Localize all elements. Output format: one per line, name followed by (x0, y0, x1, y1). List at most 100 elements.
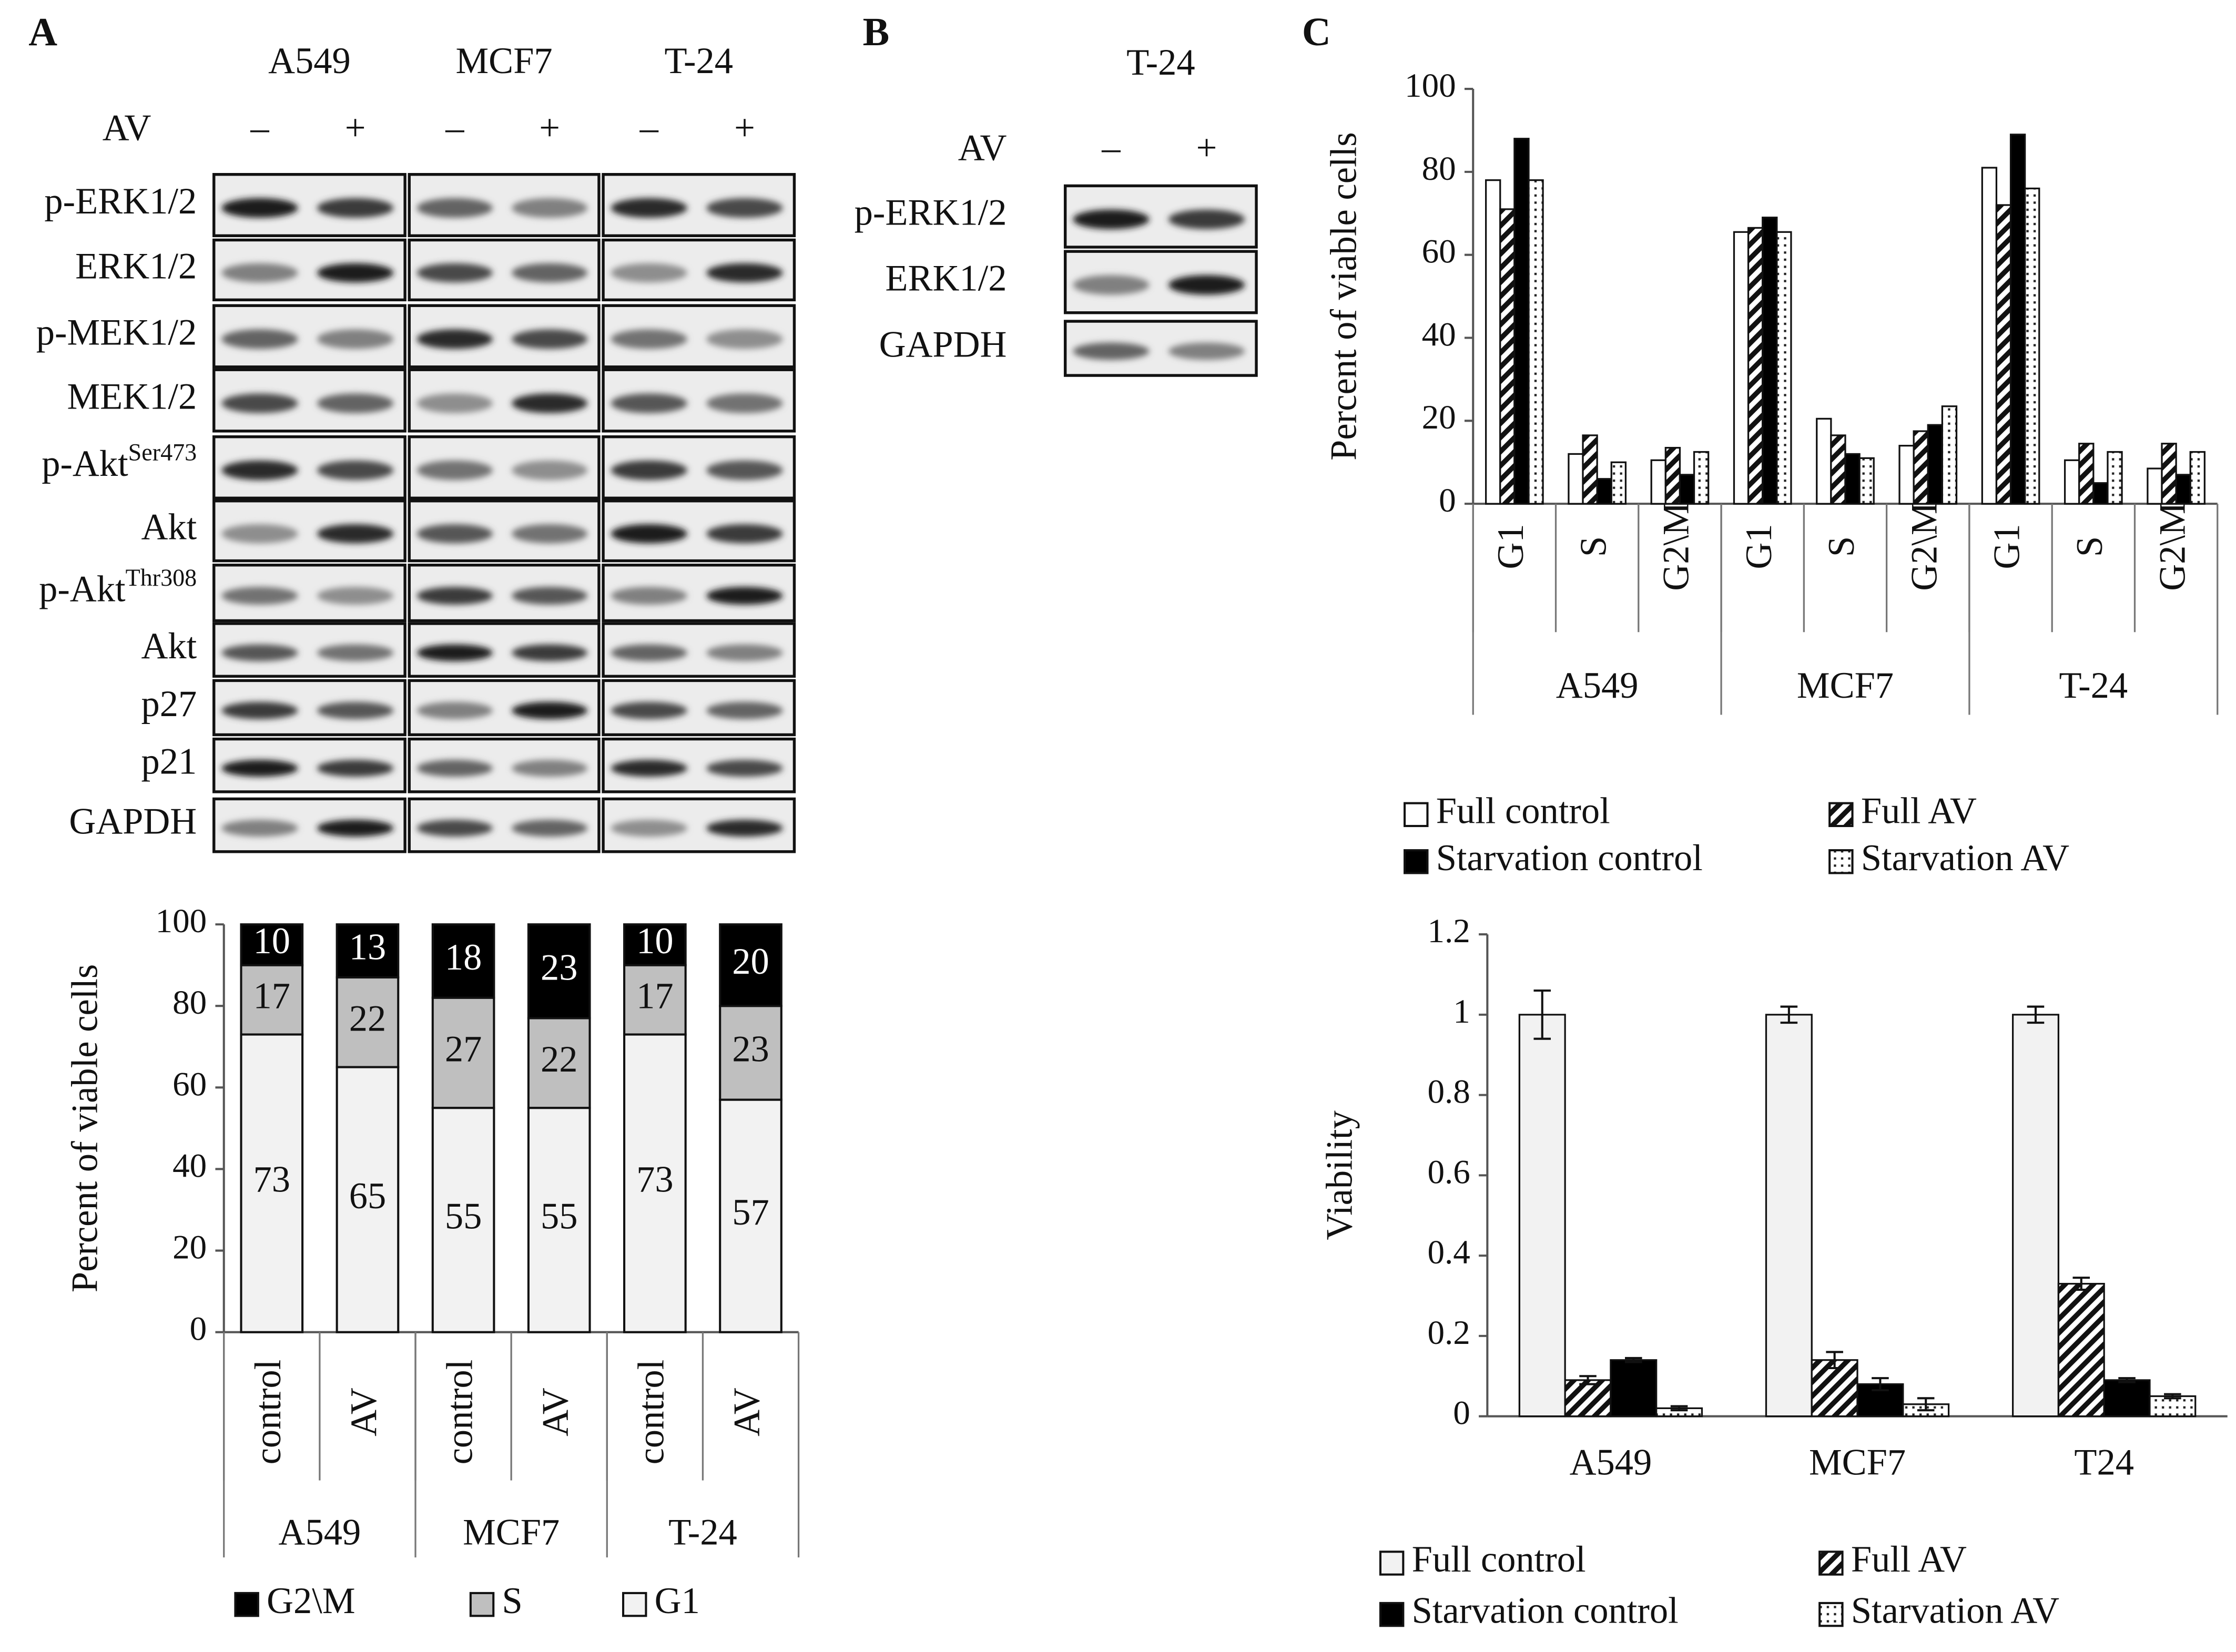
blot-band (706, 329, 783, 349)
blot-band (512, 524, 588, 544)
bar (1762, 217, 1778, 505)
protein-label: Akt (141, 507, 197, 548)
blot-band (611, 329, 687, 349)
group-label: MCF7 (463, 1512, 560, 1553)
x-tick-label: A549 (1570, 1442, 1652, 1483)
error-bar (2118, 1377, 2136, 1383)
legend-label: Full control (1412, 1539, 1586, 1580)
x-tick-label: S (1821, 536, 1862, 557)
x-tick-label: S (1573, 536, 1614, 557)
protein-name: ERK1/2 (75, 246, 197, 287)
blot-band (416, 820, 493, 837)
bar (1513, 138, 1530, 505)
bar-segment (240, 964, 304, 1036)
x-tick-label: control (631, 1360, 672, 1465)
x-tick-label: AV (343, 1388, 384, 1436)
x-tick-label: G2\M (2152, 502, 2193, 590)
y-tick-label: 0.6 (1427, 1153, 1470, 1191)
x-tick-label: G1 (1987, 524, 2028, 569)
legend-swatch (234, 1592, 259, 1617)
blot-band (512, 329, 588, 349)
legend-swatch (1379, 1602, 1405, 1627)
blot-band (317, 329, 394, 349)
legend-swatch (1818, 1551, 1844, 1576)
blot-band (416, 198, 493, 218)
treatment-mark: – (1101, 128, 1121, 169)
data-label: 73 (636, 1159, 673, 1200)
bar-segment (719, 923, 782, 1007)
treatment-label: AV (103, 108, 151, 149)
bar (2011, 1014, 2060, 1418)
treatment-mark: + (539, 108, 560, 149)
cell-line-label: MCF7 (456, 40, 553, 81)
protein-label: p-ERK1/2 (855, 192, 1007, 233)
bar (1776, 231, 1792, 505)
y-tick-label: 20 (1422, 399, 1456, 436)
treatment-mark: + (345, 108, 366, 149)
data-label: 17 (253, 976, 291, 1017)
bar (1898, 445, 1915, 505)
blot-band (512, 820, 588, 837)
group-label: A549 (279, 1512, 361, 1553)
x-tick-label: MCF7 (1809, 1442, 1906, 1483)
blot-band (416, 460, 493, 481)
bar-segment (336, 976, 400, 1068)
treatment-mark: + (734, 108, 755, 149)
blot-band (317, 820, 394, 837)
protein-label: p-AktSer473 (42, 439, 197, 484)
bar (1693, 451, 1710, 505)
blot-band (416, 329, 493, 349)
legend-label: Starvation control (1436, 838, 1703, 879)
blot-band (611, 393, 687, 413)
legend-label: Full control (1436, 790, 1610, 831)
data-label: 13 (349, 927, 387, 968)
treatment-mark: – (639, 108, 659, 149)
bar-segment (431, 996, 495, 1109)
data-label: 17 (636, 976, 673, 1017)
blot-band (611, 701, 687, 719)
cell-line-label: T-24 (1126, 42, 1195, 83)
panel-label: B (863, 10, 890, 54)
bar (2147, 467, 2163, 505)
treatment-mark: + (1196, 128, 1217, 169)
protein-name: p-ERK1/2 (44, 181, 197, 222)
y-axis-label: Viability (1319, 1110, 1360, 1240)
bar-segment (240, 923, 304, 966)
blot-band (416, 263, 493, 283)
protein-name: p-MEK1/2 (36, 312, 197, 353)
legend-swatch (1379, 1551, 1405, 1576)
data-label: 55 (445, 1196, 482, 1237)
bar (1679, 474, 1695, 505)
bar (1499, 208, 1516, 505)
y-tick-label: 80 (172, 984, 207, 1022)
protein-label: GAPDH (879, 324, 1007, 365)
y-tick-label: 20 (172, 1228, 207, 1266)
protein-name: ERK1/2 (885, 258, 1007, 299)
blot-band (611, 760, 687, 777)
group-label: T-24 (2059, 665, 2128, 706)
bar (1610, 461, 1627, 505)
bar-segment (527, 923, 591, 1019)
blot-band (416, 524, 493, 544)
blot-band (317, 460, 394, 481)
cell-line-label: A549 (268, 40, 351, 81)
blot-band (512, 460, 588, 481)
blot-band (221, 587, 298, 605)
error-bar (1917, 1397, 1935, 1412)
protein-name: p-Akt (42, 443, 128, 484)
group-label: T-24 (668, 1512, 737, 1553)
y-tick-label: 0 (190, 1310, 207, 1348)
y-tick-label: 100 (1405, 67, 1456, 105)
bar (1941, 405, 1958, 505)
blot-band (706, 460, 783, 481)
blot-band (221, 263, 298, 283)
protein-label: p-ERK1/2 (44, 181, 197, 222)
legend-label: Starvation AV (1851, 1590, 2059, 1631)
protein-name: p-ERK1/2 (855, 192, 1007, 233)
bar (2064, 459, 2080, 505)
bar (2078, 443, 2095, 505)
bar (1981, 167, 1998, 505)
blot-band (611, 263, 687, 283)
bar (2189, 451, 2205, 505)
